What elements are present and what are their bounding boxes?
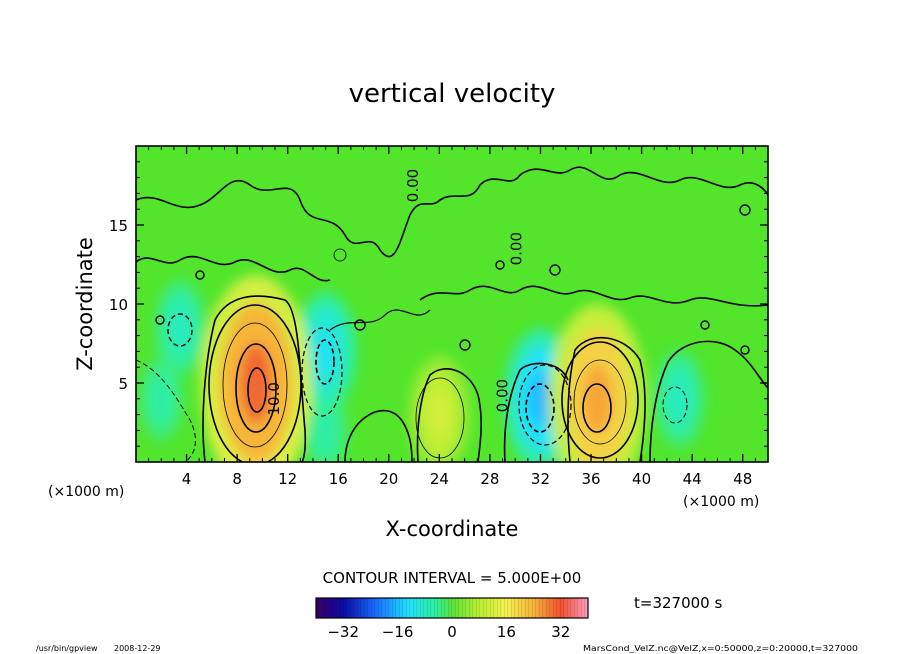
footer-program: /usr/bin/gpview	[36, 644, 98, 653]
x-tick-label: 4	[182, 470, 192, 488]
colorbar-hatch	[316, 598, 588, 618]
colorbar-tick-label: 32	[551, 623, 570, 641]
time-label: t=327000 s	[634, 594, 722, 612]
x-tick-label: 8	[232, 470, 242, 488]
x-tick-label: 40	[632, 470, 651, 488]
chart-title: vertical velocity	[349, 79, 556, 109]
x-tick-label: 32	[531, 470, 550, 488]
y-axis-label: Z-coordinate	[73, 237, 97, 371]
velocity-cell-core	[529, 372, 552, 425]
x-axis: 4 8 12 16 20 24 28 32 36 40 44 48	[148, 146, 756, 488]
colorbar-frame	[315, 597, 589, 619]
footer-source: MarsCond_VelZ.nc@VelZ,x=0:50000,z=0:2000…	[583, 644, 858, 653]
velocity-cell-core	[172, 309, 188, 346]
velocity-field	[138, 275, 706, 462]
x-axis-label: X-coordinate	[386, 517, 519, 541]
velocity-cell-core	[582, 363, 612, 434]
contour-lines	[136, 166, 768, 462]
velocity-cell-core	[316, 329, 335, 374]
colorbar: −32 −16 0 16 32	[315, 597, 589, 641]
y-tick-label: 10	[109, 296, 128, 314]
y-tick-label: 15	[109, 217, 128, 235]
velocity-cell-core	[318, 414, 333, 447]
contour-labels: 10.0 0.00 0.00 0.00	[265, 169, 526, 416]
y-axis: 5 10 15	[109, 161, 768, 447]
x-tick-label: 20	[379, 470, 398, 488]
colorbar-tick-labels: −32 −16 0 16 32	[327, 623, 570, 641]
velocity-cell-core	[430, 392, 449, 437]
x-tick-label: 16	[329, 470, 348, 488]
colorbar-tick-label: −16	[382, 623, 414, 641]
contour-label: 0.00	[494, 379, 512, 412]
x-unit-left: (×1000 m)	[48, 484, 124, 500]
contour-label: 0.00	[404, 169, 422, 202]
colorbar-tick-label: 0	[447, 623, 457, 641]
contour-interval: CONTOUR INTERVAL = 5.000E+00	[323, 569, 582, 587]
footer-date: 2008-12-29	[114, 644, 161, 653]
colorbar-tick-label: −32	[327, 623, 359, 641]
x-tick-label: 28	[480, 470, 499, 488]
x-tick-label: 48	[733, 470, 752, 488]
plot-area: 10.0 0.00 0.00 0.00	[136, 146, 768, 462]
x-tick-label: 36	[581, 470, 600, 488]
x-unit-right: (×1000 m)	[683, 494, 759, 510]
velocity-cell-core	[154, 382, 169, 415]
contour-label: 0.00	[508, 232, 526, 265]
y-tick-label: 5	[118, 375, 128, 393]
x-tick-label: 12	[278, 470, 297, 488]
velocity-cell-core	[671, 380, 688, 417]
x-tick-label: 24	[430, 470, 449, 488]
contour-label: 10.0	[265, 382, 283, 415]
x-tick-label: 44	[683, 470, 702, 488]
colorbar-tick-label: 16	[497, 623, 516, 641]
